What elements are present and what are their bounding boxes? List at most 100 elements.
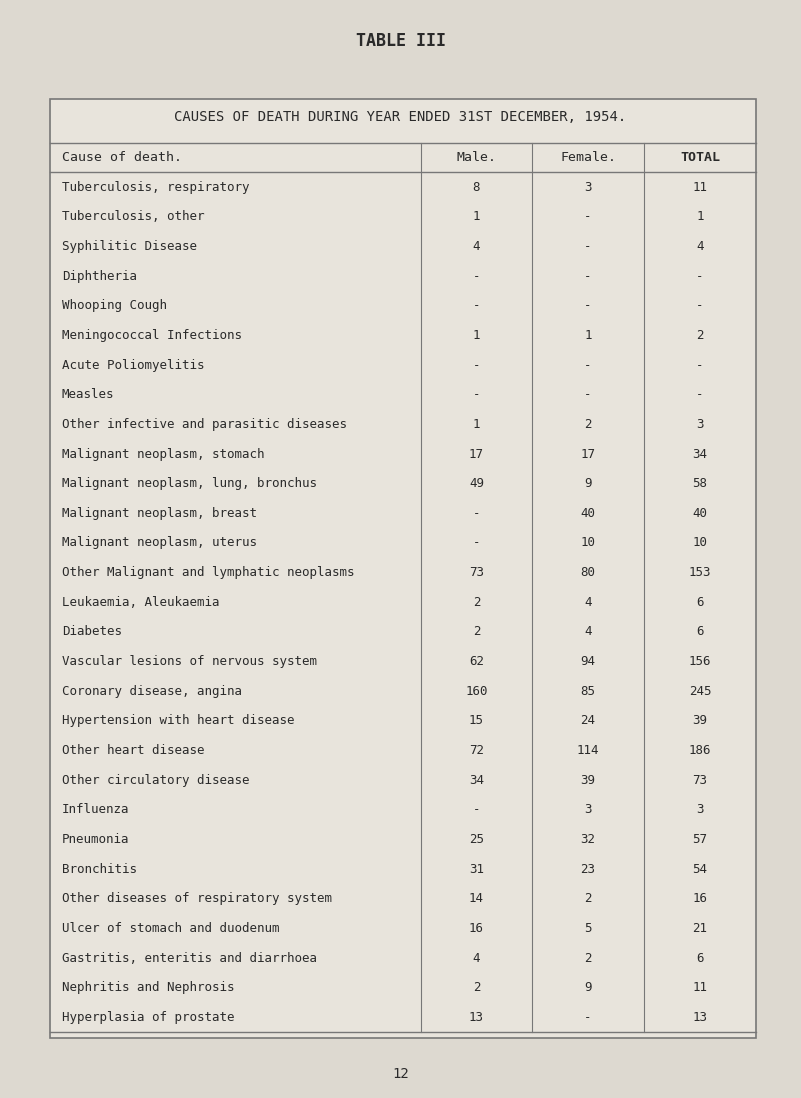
- Text: 14: 14: [469, 893, 484, 905]
- Text: Other diseases of respiratory system: Other diseases of respiratory system: [62, 893, 332, 905]
- Text: 23: 23: [581, 863, 595, 875]
- Text: Coronary disease, angina: Coronary disease, angina: [62, 685, 242, 697]
- Text: -: -: [584, 211, 592, 223]
- Text: 2: 2: [584, 952, 592, 964]
- Text: 4: 4: [584, 596, 592, 608]
- Text: 80: 80: [581, 567, 595, 579]
- Text: 58: 58: [693, 478, 707, 490]
- Text: 16: 16: [469, 922, 484, 934]
- Text: 1: 1: [473, 418, 480, 430]
- Text: Influenza: Influenza: [62, 804, 129, 816]
- Text: 15: 15: [469, 715, 484, 727]
- Text: -: -: [696, 270, 704, 282]
- Text: 2: 2: [473, 596, 480, 608]
- Text: 21: 21: [693, 922, 707, 934]
- Text: 1: 1: [584, 329, 592, 341]
- Text: -: -: [696, 300, 704, 312]
- Text: Cause of death.: Cause of death.: [62, 152, 182, 164]
- Text: CAUSES OF DEATH DURING YEAR ENDED 31ST DECEMBER, 1954.: CAUSES OF DEATH DURING YEAR ENDED 31ST D…: [175, 111, 626, 124]
- Text: Gastritis, enteritis and diarrhoea: Gastritis, enteritis and diarrhoea: [62, 952, 316, 964]
- Text: Ulcer of stomach and duodenum: Ulcer of stomach and duodenum: [62, 922, 280, 934]
- Text: 153: 153: [689, 567, 711, 579]
- Text: 39: 39: [693, 715, 707, 727]
- Text: 2: 2: [584, 418, 592, 430]
- Text: 4: 4: [696, 240, 704, 253]
- Text: 5: 5: [584, 922, 592, 934]
- Text: 54: 54: [693, 863, 707, 875]
- Text: 16: 16: [693, 893, 707, 905]
- Text: 2: 2: [473, 982, 480, 994]
- Text: -: -: [696, 359, 704, 371]
- Text: -: -: [473, 804, 480, 816]
- Text: 2: 2: [584, 893, 592, 905]
- Text: Diabetes: Diabetes: [62, 626, 122, 638]
- Text: 31: 31: [469, 863, 484, 875]
- Text: 85: 85: [581, 685, 595, 697]
- Text: Diphtheria: Diphtheria: [62, 270, 137, 282]
- Text: Malignant neoplasm, stomach: Malignant neoplasm, stomach: [62, 448, 264, 460]
- Text: Nephritis and Nephrosis: Nephritis and Nephrosis: [62, 982, 234, 994]
- Text: 13: 13: [693, 1011, 707, 1023]
- Text: 10: 10: [693, 537, 707, 549]
- Text: -: -: [473, 389, 480, 401]
- Text: 3: 3: [584, 804, 592, 816]
- Text: 17: 17: [581, 448, 595, 460]
- Text: 32: 32: [581, 833, 595, 845]
- Text: 6: 6: [696, 626, 704, 638]
- Text: 94: 94: [581, 656, 595, 668]
- Text: 12: 12: [392, 1067, 409, 1080]
- Text: -: -: [584, 240, 592, 253]
- Text: 2: 2: [473, 626, 480, 638]
- Text: Pneumonia: Pneumonia: [62, 833, 129, 845]
- Text: 10: 10: [581, 537, 595, 549]
- Text: 49: 49: [469, 478, 484, 490]
- Text: Tuberculosis, respiratory: Tuberculosis, respiratory: [62, 181, 249, 193]
- Text: Other Malignant and lymphatic neoplasms: Other Malignant and lymphatic neoplasms: [62, 567, 354, 579]
- Text: Other heart disease: Other heart disease: [62, 744, 204, 757]
- Text: 72: 72: [469, 744, 484, 757]
- Text: -: -: [584, 359, 592, 371]
- Text: 6: 6: [696, 596, 704, 608]
- Text: 13: 13: [469, 1011, 484, 1023]
- Text: Syphilitic Disease: Syphilitic Disease: [62, 240, 197, 253]
- Text: 9: 9: [584, 478, 592, 490]
- Text: 8: 8: [473, 181, 480, 193]
- Text: 6: 6: [696, 952, 704, 964]
- Text: Hyperplasia of prostate: Hyperplasia of prostate: [62, 1011, 234, 1023]
- Text: 186: 186: [689, 744, 711, 757]
- Text: 39: 39: [581, 774, 595, 786]
- Text: -: -: [584, 270, 592, 282]
- Text: Hypertension with heart disease: Hypertension with heart disease: [62, 715, 294, 727]
- Text: 40: 40: [581, 507, 595, 519]
- Text: Other infective and parasitic diseases: Other infective and parasitic diseases: [62, 418, 347, 430]
- Text: 11: 11: [693, 181, 707, 193]
- Text: 3: 3: [584, 181, 592, 193]
- Text: Vascular lesions of nervous system: Vascular lesions of nervous system: [62, 656, 316, 668]
- Text: 9: 9: [584, 982, 592, 994]
- Text: -: -: [473, 507, 480, 519]
- Text: 3: 3: [696, 418, 704, 430]
- Text: 34: 34: [693, 448, 707, 460]
- Text: TOTAL: TOTAL: [680, 152, 720, 164]
- Text: -: -: [473, 537, 480, 549]
- Text: Acute Poliomyelitis: Acute Poliomyelitis: [62, 359, 204, 371]
- Text: -: -: [473, 300, 480, 312]
- Text: Measles: Measles: [62, 389, 115, 401]
- Text: -: -: [584, 300, 592, 312]
- Text: 24: 24: [581, 715, 595, 727]
- Text: 11: 11: [693, 982, 707, 994]
- Text: 114: 114: [577, 744, 599, 757]
- Text: 57: 57: [693, 833, 707, 845]
- Text: -: -: [473, 270, 480, 282]
- Text: TABLE III: TABLE III: [356, 32, 445, 49]
- Text: -: -: [473, 359, 480, 371]
- Text: 4: 4: [473, 952, 480, 964]
- Text: Malignant neoplasm, uterus: Malignant neoplasm, uterus: [62, 537, 256, 549]
- Text: -: -: [696, 389, 704, 401]
- Text: 25: 25: [469, 833, 484, 845]
- Text: 160: 160: [465, 685, 488, 697]
- Text: 2: 2: [696, 329, 704, 341]
- Text: 1: 1: [473, 211, 480, 223]
- Text: Bronchitis: Bronchitis: [62, 863, 137, 875]
- Text: 1: 1: [473, 329, 480, 341]
